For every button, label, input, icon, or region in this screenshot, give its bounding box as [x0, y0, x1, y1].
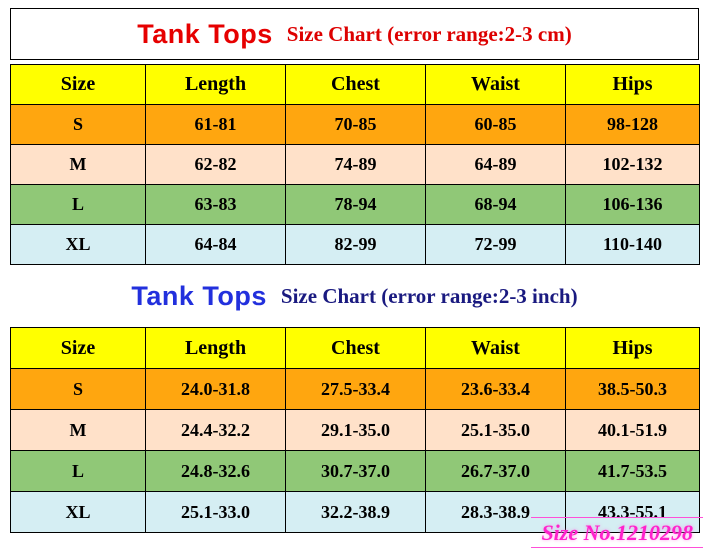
column-header-chest: Chest	[285, 64, 426, 105]
table-cell: 40.1-51.9	[565, 409, 700, 451]
table-cell: 68-94	[425, 184, 566, 225]
table-cell: 106-136	[565, 184, 700, 225]
table-cell: 60-85	[425, 104, 566, 145]
cm-subtitle: Size Chart (error range:2-3 cm)	[286, 21, 572, 46]
table-cell: 63-83	[145, 184, 286, 225]
table-row-l: L 24.8-32.6 30.7-37.0 26.7-37.0 41.7-53.…	[10, 450, 700, 492]
table-row-m: M 24.4-32.2 29.1-35.0 25.1-35.0 40.1-51.…	[10, 409, 700, 451]
table-cell: 43.3-55.1	[565, 491, 700, 533]
column-header-chest: Chest	[285, 327, 426, 369]
column-header-length: Length	[145, 64, 286, 105]
inch-title-block: Tank Tops Size Chart (error range:2-3 in…	[0, 265, 709, 327]
table-row-xl: XL 64-84 82-99 72-99 110-140	[10, 224, 700, 265]
size-chart-sheet: Tank Tops Size Chart (error range:2-3 cm…	[0, 8, 709, 550]
table-cell: 24.8-32.6	[145, 450, 286, 492]
watermark: Size No.1210298	[531, 517, 703, 548]
table-cell: 29.1-35.0	[285, 409, 426, 451]
size-cell: L	[10, 450, 146, 492]
column-header-waist: Waist	[425, 327, 566, 369]
table-cell: 70-85	[285, 104, 426, 145]
table-cell: 23.6-33.4	[425, 368, 566, 410]
size-cell: L	[10, 184, 146, 225]
size-cell: XL	[10, 491, 146, 533]
table-cell: 78-94	[285, 184, 426, 225]
inch-brand-title: Tank Tops	[131, 280, 267, 311]
table-cell: 28.3-38.9	[425, 491, 566, 533]
header-row: Size Length Chest Waist Hips	[10, 327, 700, 369]
column-header-size: Size	[10, 64, 146, 105]
table-cell: 25.1-33.0	[145, 491, 286, 533]
table-cell: 61-81	[145, 104, 286, 145]
column-header-waist: Waist	[425, 64, 566, 105]
table-cell: 72-99	[425, 224, 566, 265]
cm-title-block: Tank Tops Size Chart (error range:2-3 cm…	[10, 8, 699, 60]
size-cell: S	[10, 368, 146, 410]
table-cell: 74-89	[285, 144, 426, 185]
table-row-m: M 62-82 74-89 64-89 102-132	[10, 144, 700, 185]
table-cell: 110-140	[565, 224, 700, 265]
size-table-cm: Size Length Chest Waist Hips S 61-81 70-…	[10, 64, 700, 265]
table-cell: 64-84	[145, 224, 286, 265]
inch-subtitle: Size Chart (error range:2-3 inch)	[280, 283, 578, 308]
table-cell: 102-132	[565, 144, 700, 185]
size-cell: S	[10, 104, 146, 145]
table-cell: 98-128	[565, 104, 700, 145]
table-cell: 24.0-31.8	[145, 368, 286, 410]
table-row-s: S 61-81 70-85 60-85 98-128	[10, 104, 700, 145]
cm-brand-title: Tank Tops	[137, 18, 273, 49]
column-header-size: Size	[10, 327, 146, 369]
table-cell: 41.7-53.5	[565, 450, 700, 492]
size-cell: XL	[10, 224, 146, 265]
table-row-s: S 24.0-31.8 27.5-33.4 23.6-33.4 38.5-50.…	[10, 368, 700, 410]
table-cell: 25.1-35.0	[425, 409, 566, 451]
table-cell: 26.7-37.0	[425, 450, 566, 492]
column-header-hips: Hips	[565, 64, 700, 105]
watermark-text: Size No.1210298	[541, 520, 693, 545]
table-cell: 62-82	[145, 144, 286, 185]
column-header-length: Length	[145, 327, 286, 369]
size-table-inch: Size Length Chest Waist Hips S 24.0-31.8…	[10, 327, 700, 533]
header-row: Size Length Chest Waist Hips	[10, 64, 700, 105]
table-cell: 30.7-37.0	[285, 450, 426, 492]
table-cell: 82-99	[285, 224, 426, 265]
size-cell: M	[10, 409, 146, 451]
table-cell: 32.2-38.9	[285, 491, 426, 533]
table-cell: 27.5-33.4	[285, 368, 426, 410]
table-cell: 24.4-32.2	[145, 409, 286, 451]
column-header-hips: Hips	[565, 327, 700, 369]
table-row-xl: XL 25.1-33.0 32.2-38.9 28.3-38.9 43.3-55…	[10, 491, 700, 533]
table-cell: 38.5-50.3	[565, 368, 700, 410]
table-cell: 64-89	[425, 144, 566, 185]
size-cell: M	[10, 144, 146, 185]
table-row-l: L 63-83 78-94 68-94 106-136	[10, 184, 700, 225]
